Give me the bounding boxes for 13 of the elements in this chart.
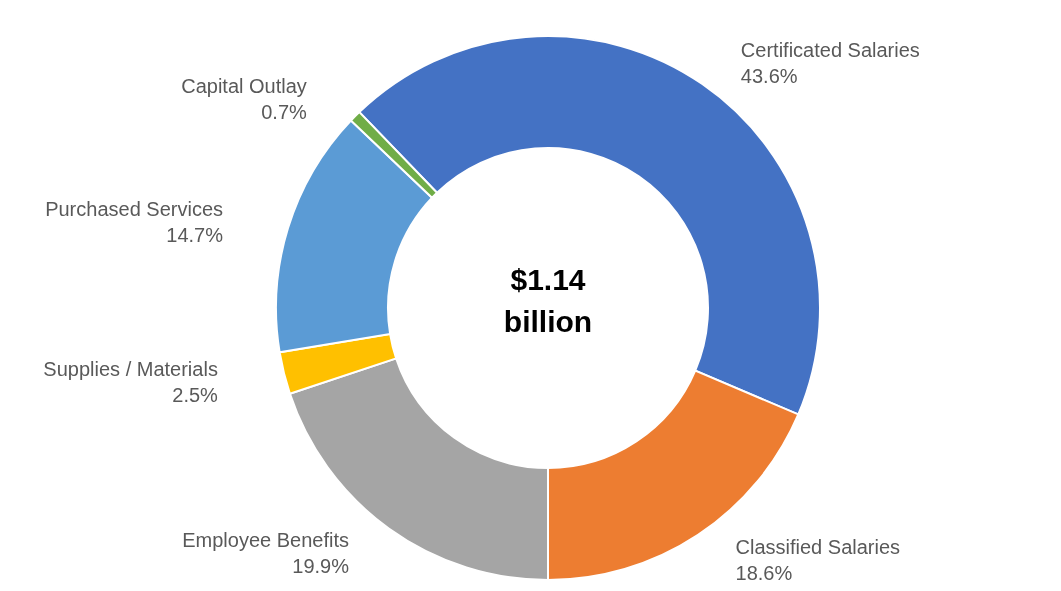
slice-label: Certificated Salaries [740,38,920,61]
data-label: 2.5% [172,383,219,406]
data-label: 19.9% [292,555,350,578]
slice-label: Supplies / Materials [43,357,218,380]
slice-label: Purchased Services [45,197,224,220]
data-label: 14.7% [166,223,224,246]
slice-label: Employee Benefits [182,529,350,552]
text: $1.14 billion [503,263,593,338]
slice-label: Classified Salaries [735,536,901,559]
data-label: 0.7% [261,100,308,123]
slice-label: Capital Outlay [181,74,307,97]
data-label: 18.6% [735,562,793,585]
data-label: 43.6% [740,64,798,87]
